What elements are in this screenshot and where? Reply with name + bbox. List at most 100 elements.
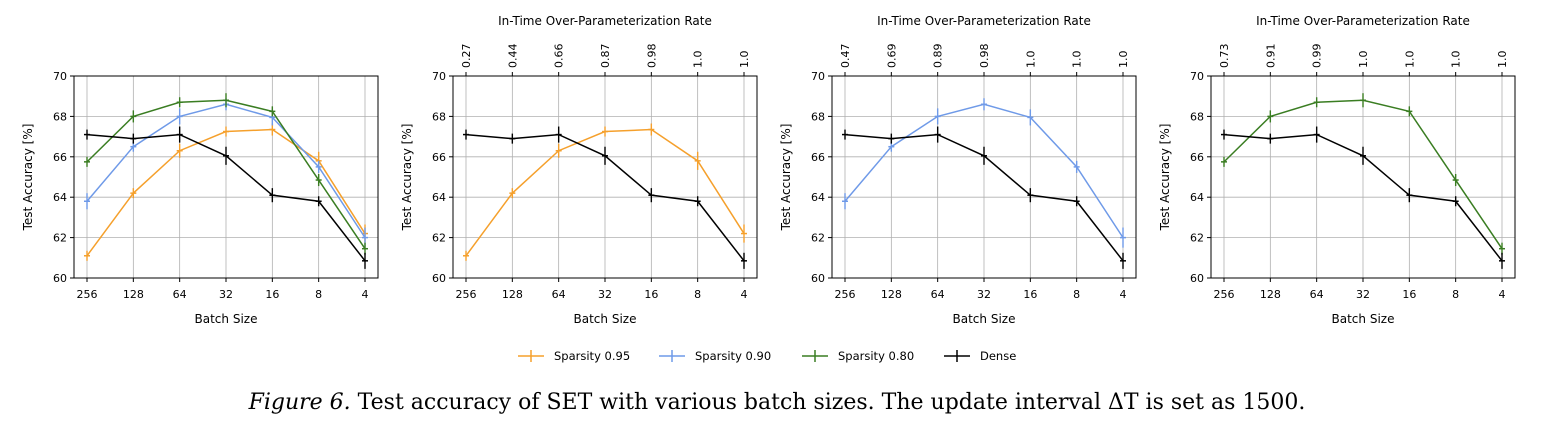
caption-label: Figure 6. bbox=[248, 390, 351, 415]
x-tick-label: 16 bbox=[1023, 288, 1037, 301]
y-tick-label: 62 bbox=[432, 232, 446, 245]
top-tick-label: 1.0 bbox=[1117, 51, 1130, 69]
y-tick-label: 68 bbox=[811, 110, 825, 123]
figure-caption: Figure 6. Test accuracy of SET with vari… bbox=[0, 390, 1554, 415]
y-tick-label: 68 bbox=[432, 110, 446, 123]
x-axis-label: Batch Size bbox=[953, 312, 1016, 326]
y-tick-label: 60 bbox=[432, 272, 446, 285]
x-tick-label: 8 bbox=[694, 288, 701, 301]
top-tick-label: 0.91 bbox=[1264, 44, 1277, 69]
y-tick-label: 64 bbox=[432, 191, 446, 204]
legend: Sparsity 0.95 Sparsity 0.90 Sparsity 0.80 D… bbox=[518, 349, 1016, 363]
top-tick-label: 1.0 bbox=[738, 51, 751, 69]
y-tick-label: 70 bbox=[811, 70, 825, 83]
y-tick-label: 64 bbox=[1190, 191, 1204, 204]
top-tick-label: 0.69 bbox=[885, 44, 898, 69]
y-tick-label: 66 bbox=[432, 151, 446, 164]
chart-panel-1: 60 62 64 66 68 70 256 128 64 32 16 8 4 Batch Size Test… bbox=[21, 70, 379, 326]
y-axis-label: Test Accuracy [%] bbox=[400, 124, 414, 232]
chart-panel-3: 60 62 64 66 68 70 256 128 64 32 16 8 4 0.47 0.69 0.89 0.… bbox=[779, 14, 1137, 326]
y-tick-label: 68 bbox=[53, 110, 67, 123]
legend-label-sparsity-0-95: Sparsity 0.95 bbox=[554, 349, 630, 363]
top-tick-label: 0.98 bbox=[645, 44, 658, 69]
x-tick-label: 256 bbox=[77, 288, 98, 301]
x-tick-label: 32 bbox=[1356, 288, 1370, 301]
top-tick-label: 1.0 bbox=[1071, 51, 1084, 69]
x-axis-label: Batch Size bbox=[574, 312, 637, 326]
top-tick-label: 0.27 bbox=[460, 44, 473, 69]
chart-panel-2: 60 62 64 66 68 70 256 128 64 32 16 8 4 0.27 0.44 0.66 0.… bbox=[400, 14, 758, 326]
y-tick-label: 60 bbox=[53, 272, 67, 285]
top-tick-label: 1.0 bbox=[692, 51, 705, 69]
y-tick-label: 62 bbox=[811, 232, 825, 245]
top-tick-label: 0.66 bbox=[553, 44, 566, 69]
top-axis-label: In-Time Over-Parameterization Rate bbox=[1256, 14, 1470, 28]
x-tick-label: 4 bbox=[362, 288, 369, 301]
top-tick-label: 0.47 bbox=[839, 44, 852, 69]
x-tick-label: 32 bbox=[219, 288, 233, 301]
y-tick-label: 66 bbox=[811, 151, 825, 164]
y-tick-label: 68 bbox=[1190, 110, 1204, 123]
x-tick-label: 64 bbox=[173, 288, 187, 301]
top-tick-label: 0.98 bbox=[978, 44, 991, 69]
x-tick-label: 4 bbox=[741, 288, 748, 301]
x-tick-label: 16 bbox=[265, 288, 279, 301]
x-tick-label: 32 bbox=[598, 288, 612, 301]
y-axis-label: Test Accuracy [%] bbox=[1158, 124, 1172, 232]
x-tick-label: 8 bbox=[1073, 288, 1080, 301]
x-tick-label: 4 bbox=[1499, 288, 1506, 301]
x-tick-label: 128 bbox=[502, 288, 523, 301]
legend-item-dense: Dense bbox=[944, 349, 1016, 363]
x-tick-label: 16 bbox=[644, 288, 658, 301]
top-axis-label: In-Time Over-Parameterization Rate bbox=[498, 14, 712, 28]
x-tick-label: 32 bbox=[977, 288, 991, 301]
y-tick-label: 66 bbox=[1190, 151, 1204, 164]
x-tick-label: 256 bbox=[456, 288, 477, 301]
chart-panel-4: 60 62 64 66 68 70 256 128 64 32 16 8 4 0.73 0.91 0.99 1.… bbox=[1158, 14, 1516, 326]
y-tick-label: 66 bbox=[53, 151, 67, 164]
top-tick-label: 1.0 bbox=[1450, 51, 1463, 69]
top-tick-label: 0.44 bbox=[506, 44, 519, 69]
legend-item-sparsity-0-90: Sparsity 0.90 bbox=[659, 349, 771, 363]
y-tick-label: 62 bbox=[53, 232, 67, 245]
y-tick-label: 60 bbox=[1190, 272, 1204, 285]
legend-label-sparsity-0-80: Sparsity 0.80 bbox=[838, 349, 914, 363]
x-axis-label: Batch Size bbox=[195, 312, 258, 326]
y-tick-label: 70 bbox=[432, 70, 446, 83]
y-tick-label: 70 bbox=[1190, 70, 1204, 83]
top-tick-label: 1.0 bbox=[1496, 51, 1509, 69]
top-tick-label: 0.89 bbox=[932, 44, 945, 69]
y-tick-label: 64 bbox=[53, 191, 67, 204]
top-tick-label: 0.87 bbox=[599, 44, 612, 69]
x-tick-label: 128 bbox=[123, 288, 144, 301]
x-tick-label: 128 bbox=[1260, 288, 1281, 301]
top-tick-label: 1.0 bbox=[1024, 51, 1037, 69]
x-tick-label: 16 bbox=[1402, 288, 1416, 301]
legend-label-dense: Dense bbox=[980, 349, 1016, 363]
x-tick-label: 64 bbox=[1310, 288, 1324, 301]
legend-label-sparsity-0-90: Sparsity 0.90 bbox=[695, 349, 771, 363]
top-tick-label: 1.0 bbox=[1403, 51, 1416, 69]
x-tick-label: 256 bbox=[1214, 288, 1235, 301]
top-tick-label: 0.99 bbox=[1311, 44, 1324, 69]
legend-item-sparsity-0-80: Sparsity 0.80 bbox=[802, 349, 914, 363]
y-tick-label: 64 bbox=[811, 191, 825, 204]
x-tick-label: 8 bbox=[1452, 288, 1459, 301]
top-tick-label: 0.73 bbox=[1218, 44, 1231, 69]
legend-item-sparsity-0-95: Sparsity 0.95 bbox=[518, 349, 630, 363]
y-tick-label: 70 bbox=[53, 70, 67, 83]
x-tick-label: 4 bbox=[1120, 288, 1127, 301]
x-tick-label: 256 bbox=[835, 288, 856, 301]
x-tick-label: 64 bbox=[931, 288, 945, 301]
y-tick-label: 60 bbox=[811, 272, 825, 285]
x-tick-label: 128 bbox=[881, 288, 902, 301]
y-axis-label: Test Accuracy [%] bbox=[779, 124, 793, 232]
top-tick-label: 1.0 bbox=[1357, 51, 1370, 69]
chart-panels: 60 62 64 66 68 70 256 128 64 32 16 8 4 Batch Size Test… bbox=[21, 14, 1516, 326]
x-tick-label: 8 bbox=[315, 288, 322, 301]
caption-text: Test accuracy of SET with various batch … bbox=[357, 390, 1306, 415]
x-axis-label: Batch Size bbox=[1332, 312, 1395, 326]
top-axis-label: In-Time Over-Parameterization Rate bbox=[877, 14, 1091, 28]
y-tick-label: 62 bbox=[1190, 232, 1204, 245]
